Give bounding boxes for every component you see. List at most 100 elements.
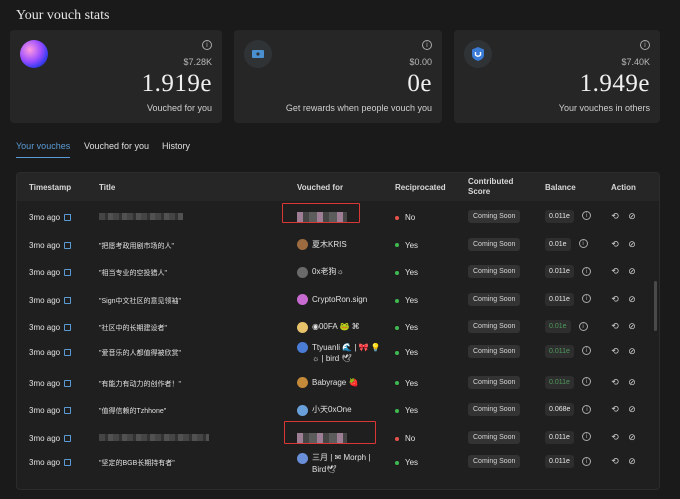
vouched-for-cell[interactable]: 0x老狗☼ bbox=[297, 266, 344, 278]
external-link-icon[interactable] bbox=[64, 214, 72, 221]
user-avatar bbox=[297, 376, 308, 388]
header-vouched-for: Vouched for bbox=[297, 183, 344, 192]
table-scrollbar[interactable] bbox=[654, 281, 657, 331]
tab-vouched-for-you[interactable]: Vouched for you bbox=[84, 141, 150, 151]
unvouch-icon[interactable]: ⊘ bbox=[628, 212, 636, 222]
revouch-icon[interactable]: ⟲ bbox=[611, 322, 619, 333]
balance-info-icon[interactable]: i bbox=[582, 404, 592, 414]
user-name[interactable]: 0x老狗☼ bbox=[312, 267, 344, 277]
balance-info-icon[interactable]: i bbox=[581, 294, 591, 304]
balance-info-icon[interactable]: i bbox=[581, 432, 591, 442]
balance-info-icon[interactable]: i bbox=[581, 376, 591, 386]
revouch-icon[interactable]: ⟲ bbox=[611, 212, 619, 222]
revouch-icon[interactable]: ⟲ bbox=[611, 267, 619, 278]
balance-info-icon[interactable]: i bbox=[581, 266, 591, 276]
revouch-icon[interactable]: ⟲ bbox=[611, 239, 619, 250]
reciprocated-text: Yes bbox=[405, 406, 419, 416]
unvouch-icon[interactable]: ⊘ bbox=[628, 377, 636, 388]
info-icon[interactable]: i bbox=[202, 40, 212, 50]
revouch-icon[interactable]: ⟲ bbox=[611, 432, 619, 443]
vouched-for-you-card: i $7.28K 1.919e Vouched for you bbox=[10, 30, 222, 123]
unvouch-icon[interactable]: ⊘ bbox=[628, 432, 636, 443]
title-text: "把愿考政用剧市场的人" bbox=[99, 242, 174, 250]
title-cell bbox=[99, 213, 183, 222]
vouched-for-cell[interactable]: Ttyuanli 🌊 | 🎀 💡 ☼ | bird 🕊 bbox=[297, 342, 381, 364]
external-link-icon[interactable] bbox=[64, 324, 72, 332]
timestamp-cell: 3mo ago bbox=[29, 213, 72, 222]
vouched-for-cell[interactable]: 小天0xOne bbox=[297, 404, 352, 416]
user-avatar bbox=[297, 321, 308, 333]
tab-history[interactable]: History bbox=[162, 141, 191, 151]
balance-info-icon[interactable]: i bbox=[581, 346, 591, 356]
vouched-for-cell[interactable]: 三月 | ✉ Morph | Bird🕊 bbox=[297, 452, 370, 474]
external-link-icon[interactable] bbox=[64, 407, 72, 415]
header-score-line1: Contributed bbox=[468, 177, 514, 186]
user-avatar bbox=[297, 266, 308, 278]
nft-avatar bbox=[20, 40, 48, 68]
vouched-for-cell[interactable]: CryptoRon.sign bbox=[297, 294, 368, 306]
balance-info-icon[interactable]: i bbox=[578, 238, 588, 248]
unvouch-icon[interactable]: ⊘ bbox=[628, 347, 636, 357]
timestamp-cell: 3mo ago bbox=[29, 268, 72, 277]
user-name[interactable]: 三月 | ✉ Morph | bbox=[312, 453, 371, 463]
vouched-for-cell[interactable]: 夏木KRIS bbox=[297, 238, 347, 250]
header-title: Title bbox=[99, 183, 116, 192]
revouch-icon[interactable]: ⟲ bbox=[611, 405, 619, 416]
vouched-for-cell[interactable]: Babyrage 🍓 bbox=[297, 376, 359, 388]
balance-value: 0.068e bbox=[545, 403, 575, 417]
user-name[interactable]: CryptoRon.sign bbox=[312, 294, 368, 304]
reciprocated-text: Yes bbox=[405, 348, 419, 357]
timestamp-cell: 3mo ago bbox=[29, 434, 72, 443]
balance-info-icon[interactable]: i bbox=[578, 321, 588, 331]
coming-soon-badge: Coming Soon bbox=[468, 375, 521, 389]
vouches-table: Timestamp Title Vouched for Reciprocated… bbox=[16, 172, 660, 490]
user-name[interactable]: 夏木KRIS bbox=[312, 239, 347, 249]
timestamp-text: 3mo ago bbox=[29, 406, 61, 416]
balance-cell: 0.068e i bbox=[545, 403, 592, 417]
vouched-for-cell[interactable] bbox=[297, 211, 347, 222]
score-cell: Coming Soon bbox=[468, 320, 521, 334]
user-name[interactable]: ◉00FA 🐸 ⌘ bbox=[312, 322, 360, 332]
info-icon[interactable]: i bbox=[640, 40, 650, 50]
unvouch-icon[interactable]: ⊘ bbox=[628, 267, 636, 278]
balance-info-icon[interactable]: i bbox=[581, 211, 591, 221]
blurred-title bbox=[99, 213, 183, 220]
unvouch-icon[interactable]: ⊘ bbox=[628, 405, 636, 416]
revouch-icon[interactable]: ⟲ bbox=[611, 377, 619, 388]
external-link-icon[interactable] bbox=[64, 379, 72, 387]
external-link-icon[interactable] bbox=[64, 349, 72, 356]
balance-cell: 0.011e i bbox=[545, 265, 591, 279]
vouched-for-cell[interactable] bbox=[297, 432, 347, 443]
unvouch-icon[interactable]: ⊘ bbox=[628, 294, 636, 305]
unvouch-icon[interactable]: ⊘ bbox=[628, 239, 636, 250]
user-name[interactable]: 小天0xOne bbox=[312, 405, 352, 415]
balance-info-icon[interactable]: i bbox=[581, 456, 591, 466]
coming-soon-badge: Coming Soon bbox=[468, 210, 521, 223]
revouch-icon[interactable]: ⟲ bbox=[611, 457, 619, 468]
info-icon[interactable]: i bbox=[422, 40, 432, 50]
unvouch-icon[interactable]: ⊘ bbox=[628, 322, 636, 333]
title-cell: "把愿考政用剧市场的人" bbox=[99, 241, 174, 251]
user-name[interactable]: Babyrage 🍓 bbox=[312, 377, 359, 387]
external-link-icon[interactable] bbox=[64, 296, 72, 304]
balance-cell: 0.011e i bbox=[545, 345, 591, 358]
eth-value: 1.949e bbox=[579, 70, 650, 97]
user-name[interactable]: Ttyuanli 🌊 | 🎀 💡 bbox=[312, 343, 381, 352]
usd-value: $7.40K bbox=[621, 57, 650, 67]
title-cell bbox=[99, 433, 209, 443]
vouched-for-cell[interactable]: ◉00FA 🐸 ⌘ bbox=[297, 321, 360, 333]
external-link-icon[interactable] bbox=[64, 241, 72, 249]
external-link-icon[interactable] bbox=[64, 269, 72, 277]
table-row: 3mo ago No Coming Soon 0.011e i ⟲ ⊘ bbox=[17, 423, 659, 451]
header-reciprocated: Reciprocated bbox=[395, 183, 446, 192]
revouch-icon[interactable]: ⟲ bbox=[611, 347, 619, 357]
table-row: 3mo ago "爱音乐的人都值得被欣赏" Ttyuanli 🌊 | 🎀 💡 ☼ | … bbox=[17, 340, 659, 368]
timestamp-cell: 3mo ago bbox=[29, 458, 72, 467]
external-link-icon[interactable] bbox=[64, 434, 72, 442]
unvouch-icon[interactable]: ⊘ bbox=[628, 457, 636, 468]
table-row: 3mo ago "Sign中文社区的意见领袖" CryptoRon.sign Yes C… bbox=[17, 285, 659, 313]
title-text: "坚定的BGB长期持有者" bbox=[99, 460, 175, 468]
tab-your-vouches[interactable]: Your vouches bbox=[16, 141, 71, 158]
external-link-icon[interactable] bbox=[64, 459, 72, 467]
revouch-icon[interactable]: ⟲ bbox=[611, 294, 619, 305]
